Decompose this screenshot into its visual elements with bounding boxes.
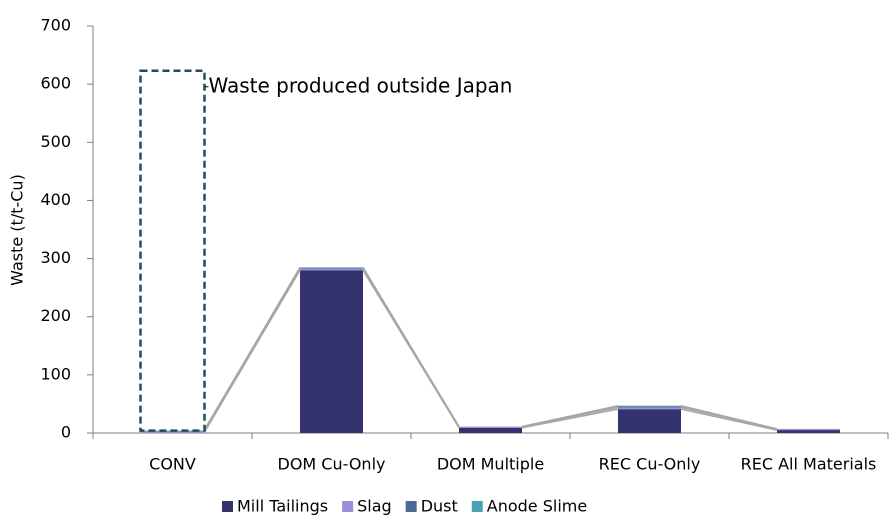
legend-label: Anode Slime bbox=[487, 497, 587, 516]
y-tick-label: 300 bbox=[40, 248, 71, 267]
bar-segment bbox=[777, 430, 840, 433]
legend-swatch bbox=[222, 501, 233, 512]
series-line bbox=[203, 266, 301, 432]
x-tick-label: CONV bbox=[149, 455, 196, 474]
legend-label: Slag bbox=[357, 497, 392, 516]
y-tick-label: 500 bbox=[40, 132, 71, 151]
legend-label: Dust bbox=[421, 497, 458, 516]
bar-segment bbox=[618, 406, 681, 408]
series-line bbox=[680, 408, 778, 431]
y-tick-label: 700 bbox=[40, 16, 71, 35]
y-axis-label: Waste (t/t-Cu) bbox=[8, 174, 27, 286]
annotation-box bbox=[139, 69, 206, 432]
y-tick-label: 200 bbox=[40, 306, 71, 325]
y-tick-label: 600 bbox=[40, 74, 71, 93]
bar-segment bbox=[300, 267, 363, 268]
x-tick-label: REC All Materials bbox=[741, 455, 877, 474]
bar-segment bbox=[459, 427, 522, 433]
legend-swatch bbox=[405, 501, 417, 512]
series-line bbox=[203, 269, 301, 434]
y-tick-label: 100 bbox=[40, 364, 71, 383]
x-tick-label: DOM Cu-Only bbox=[278, 455, 386, 474]
bar-segment bbox=[459, 426, 522, 428]
legend-swatch bbox=[471, 501, 483, 512]
bar-segment bbox=[618, 407, 681, 410]
legend-label: Mill Tailings bbox=[237, 497, 328, 516]
annotation-label: Waste produced outside Japan bbox=[209, 73, 513, 97]
y-tick-label: 0 bbox=[61, 423, 71, 442]
bar-segment bbox=[300, 270, 363, 433]
series-line bbox=[521, 404, 619, 428]
bar-segment bbox=[618, 409, 681, 433]
x-tick-label: DOM Multiple bbox=[437, 455, 544, 474]
bar-segment bbox=[300, 267, 363, 269]
legend-swatch bbox=[342, 501, 354, 512]
bar-segment bbox=[300, 268, 363, 271]
bar-segment bbox=[141, 431, 204, 433]
x-tick-label: REC Cu-Only bbox=[599, 455, 701, 474]
series-line bbox=[521, 408, 619, 429]
y-tick-label: 400 bbox=[40, 190, 71, 209]
series-line bbox=[680, 404, 778, 430]
series-line bbox=[362, 266, 460, 427]
bar-segment bbox=[618, 405, 681, 407]
bar-segment bbox=[777, 428, 840, 431]
